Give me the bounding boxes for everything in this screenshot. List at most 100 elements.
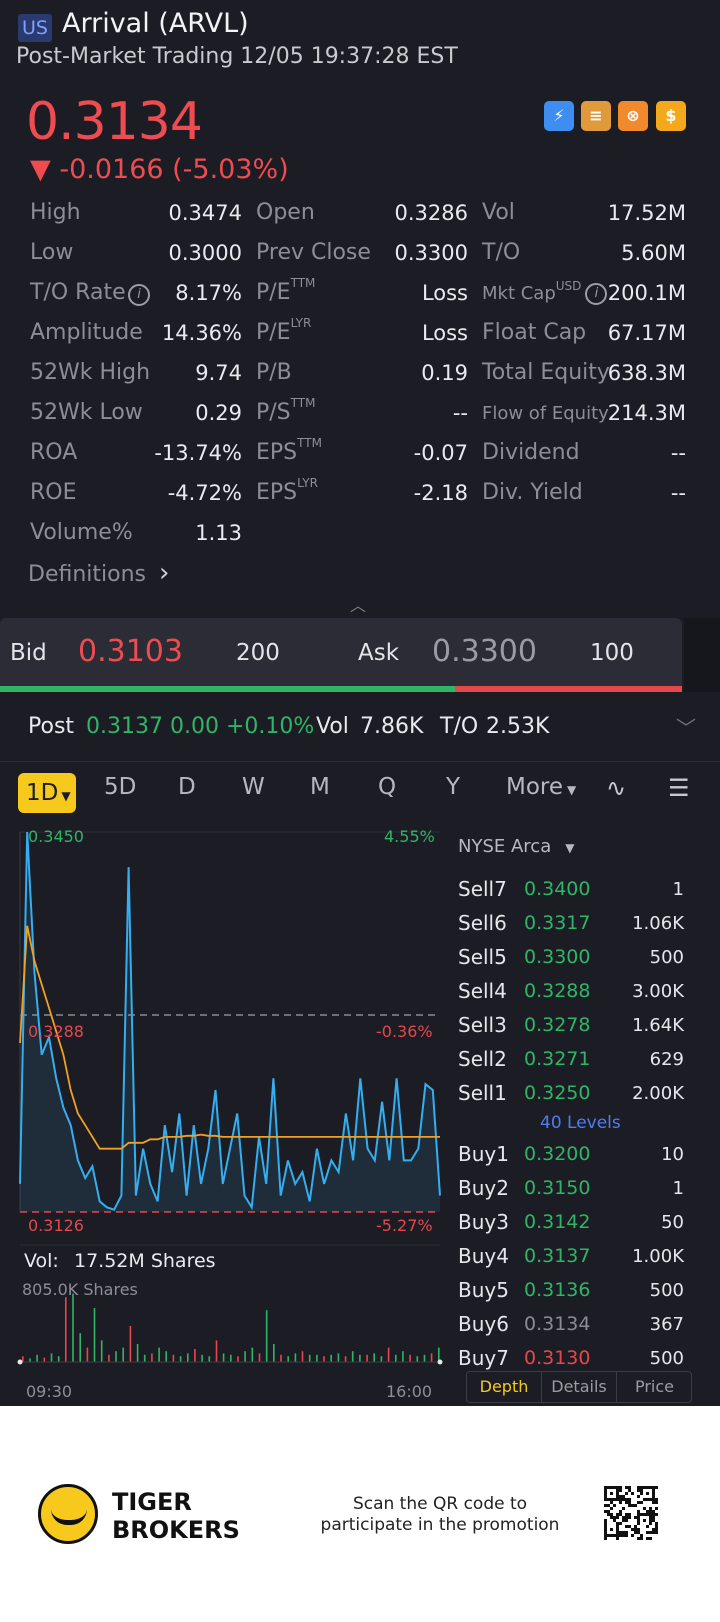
orderbook-level-size: 500 [649,947,684,968]
post-market-row[interactable]: Post 0.3137 0.00 +0.10% Vol 7.86K T/O 2.… [0,700,720,762]
volume-bar [351,1351,354,1362]
orderbook-level-name: Sell1 [458,1081,507,1105]
tab-5d[interactable]: 5D [104,774,137,800]
definitions-link[interactable]: Definitions › [28,558,169,588]
qr-module [652,1492,655,1495]
tab-q[interactable]: Q [378,774,397,800]
volume-bar [43,1357,46,1362]
qr-module [604,1504,607,1507]
volume-bar [430,1353,433,1362]
stat-label: Float Cap [482,320,586,345]
bid-ratio-bar [0,686,455,692]
tab-depth[interactable]: Depth [467,1372,542,1402]
qr-module [655,1507,658,1510]
tab-details[interactable]: Details [542,1372,617,1402]
info-icon[interactable]: i [585,283,608,305]
tab-more[interactable]: More ▼ [506,774,576,800]
qr-module [604,1519,607,1522]
exchange-selector[interactable]: NYSE Arca ▼ [458,836,574,857]
orderbook-level-name: Sell3 [458,1013,507,1037]
stack-a-icon[interactable]: ≡ [581,101,611,131]
qr-module [622,1516,625,1519]
orderbook-level-name: Buy7 [458,1346,509,1370]
stat-value: -2.18 [413,481,468,505]
tab-1d[interactable]: 1D ▼ [18,773,76,813]
info-icon[interactable]: i [128,284,150,306]
qr-module [604,1531,607,1534]
orderbook-level-size: 1.06K [632,913,684,934]
orderbook-level-size: 1 [672,1178,684,1199]
stat-label-sup: TTM [290,396,316,410]
orderbook-level-name: Sell4 [458,979,507,1003]
qr-module [604,1510,607,1513]
stat-value: Loss [421,281,468,305]
tab-y[interactable]: Y [446,774,461,800]
tab-w[interactable]: W [242,774,265,800]
qr-module [649,1516,652,1519]
qr-module [634,1516,637,1519]
orderbook-tabs: Depth Details Price [466,1371,692,1403]
chevron-down-icon[interactable]: ﹀ [676,716,696,740]
post-to-label: T/O [440,714,479,739]
tab-d[interactable]: D [178,774,196,800]
chart-settings-icon[interactable]: ☰ [668,774,690,802]
volume-bar [251,1347,254,1362]
orderbook-level-price: 0.3136 [524,1279,591,1301]
volume-bar [179,1356,182,1362]
stat-label-text: Prev Close [256,240,371,265]
qr-module [649,1498,652,1501]
qr-module [649,1537,652,1540]
qr-module [607,1510,610,1513]
stat-label: Open [256,200,315,225]
stat-value: 67.17M [607,321,686,345]
qr-module [616,1513,619,1516]
stat-value: 0.19 [421,361,468,385]
qr-module [655,1513,658,1516]
qr-module [649,1522,652,1525]
collapse-chevron-icon[interactable]: ︿ [350,596,367,615]
tab-price[interactable]: Price [634,1377,675,1396]
qr-module [646,1531,649,1534]
orderbook-level-size: 500 [649,1280,684,1301]
stat-label: P/B [256,360,292,385]
promo-line2: participate in the promotion [320,1515,560,1535]
qr-module [655,1486,658,1489]
orderbook-level-name: Sell6 [458,911,507,935]
qr-module [616,1492,619,1495]
stat-label-sup: LYR [290,316,312,330]
orderbook-level-price: 0.3300 [524,946,591,968]
stat-label: Mkt CapUSD i [482,279,608,305]
stat-label: ROA [30,440,78,465]
crossed-circle-icon[interactable]: ⊗ [618,101,648,131]
stat-label: Prev Close [256,240,371,265]
qr-module [625,1492,628,1495]
qr-module [604,1534,607,1537]
qr-module [637,1519,640,1522]
qr-module [652,1519,655,1522]
ask-size: 100 [590,640,634,666]
qr-module [649,1507,652,1510]
intraday-chart[interactable] [0,820,450,1406]
indicator-icon[interactable]: ∿ [606,774,627,802]
last-price: 0.3134 [26,92,203,152]
stat-label: Volume% [30,520,133,545]
volume-bar [151,1353,153,1362]
qr-code-icon[interactable] [604,1486,658,1540]
lightning-level1-icon[interactable]: ⚡ [544,101,574,131]
tab-m[interactable]: M [310,774,330,800]
levels-link[interactable]: 40 Levels [540,1113,621,1133]
qr-module [610,1513,613,1516]
stat-value: Loss [421,321,468,345]
y-top-pct: 4.55% [384,827,435,846]
stat-value: 0.3474 [168,201,242,225]
orderbook-level-size: 367 [649,1314,684,1335]
volume-label: Vol: [24,1250,59,1272]
qr-module [634,1528,637,1531]
volume-bar [323,1356,325,1362]
volume-bar [344,1356,347,1362]
qr-module [640,1489,643,1492]
orderbook-level-price: 0.3288 [524,980,591,1002]
dollar-icon[interactable]: $ [656,101,686,131]
stat-label: T/O [482,240,520,265]
qr-module [637,1510,640,1513]
